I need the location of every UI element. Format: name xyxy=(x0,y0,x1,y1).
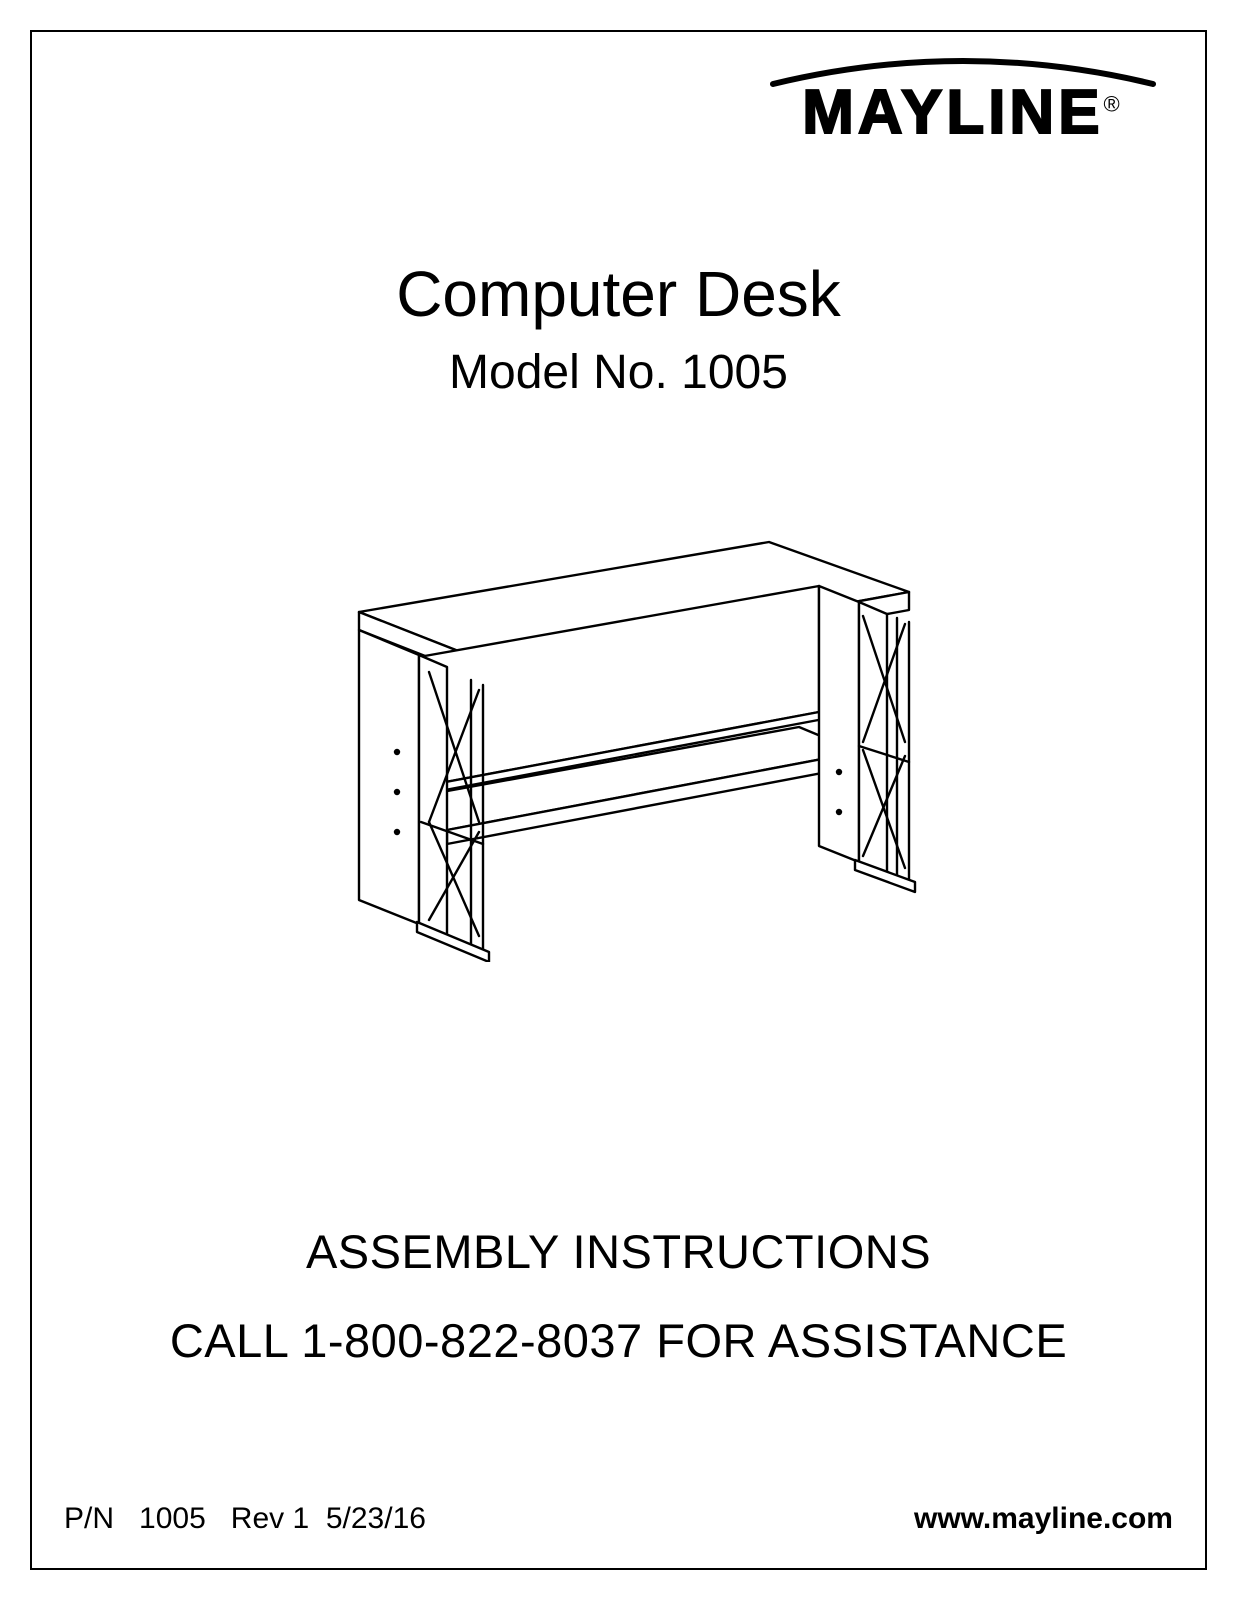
model-number: Model No. 1005 xyxy=(32,345,1205,400)
pn-value: 1005 xyxy=(139,1502,206,1535)
rev-date: 5/23/16 xyxy=(326,1502,426,1535)
page: MAYLINE® Computer Desk Model No. 1005 xyxy=(0,0,1237,1600)
title-block: Computer Desk Model No. 1005 xyxy=(32,257,1205,400)
registered-mark: ® xyxy=(1104,91,1124,116)
page-border: MAYLINE® Computer Desk Model No. 1005 xyxy=(30,30,1207,1570)
desk-diagram-icon xyxy=(299,522,939,962)
assistance-phone: CALL 1-800-822-8037 FOR ASSISTANCE xyxy=(32,1313,1205,1368)
brand-logo: MAYLINE® xyxy=(763,50,1163,149)
part-number: P/N 1005 Rev 1 5/23/16 xyxy=(64,1502,426,1536)
website-url: www.mayline.com xyxy=(914,1502,1173,1536)
assembly-instructions-label: ASSEMBLY INSTRUCTIONS xyxy=(32,1224,1205,1279)
pn-label: P/N xyxy=(64,1502,114,1535)
rev-label: Rev 1 xyxy=(231,1502,309,1535)
instructions-block: ASSEMBLY INSTRUCTIONS CALL 1-800-822-803… xyxy=(32,1224,1205,1368)
footer: P/N 1005 Rev 1 5/23/16 www.mayline.com xyxy=(32,1502,1205,1536)
brand-name: MAYLINE® xyxy=(763,85,1163,141)
product-title: Computer Desk xyxy=(32,257,1205,331)
brand-text: MAYLINE xyxy=(802,78,1103,147)
